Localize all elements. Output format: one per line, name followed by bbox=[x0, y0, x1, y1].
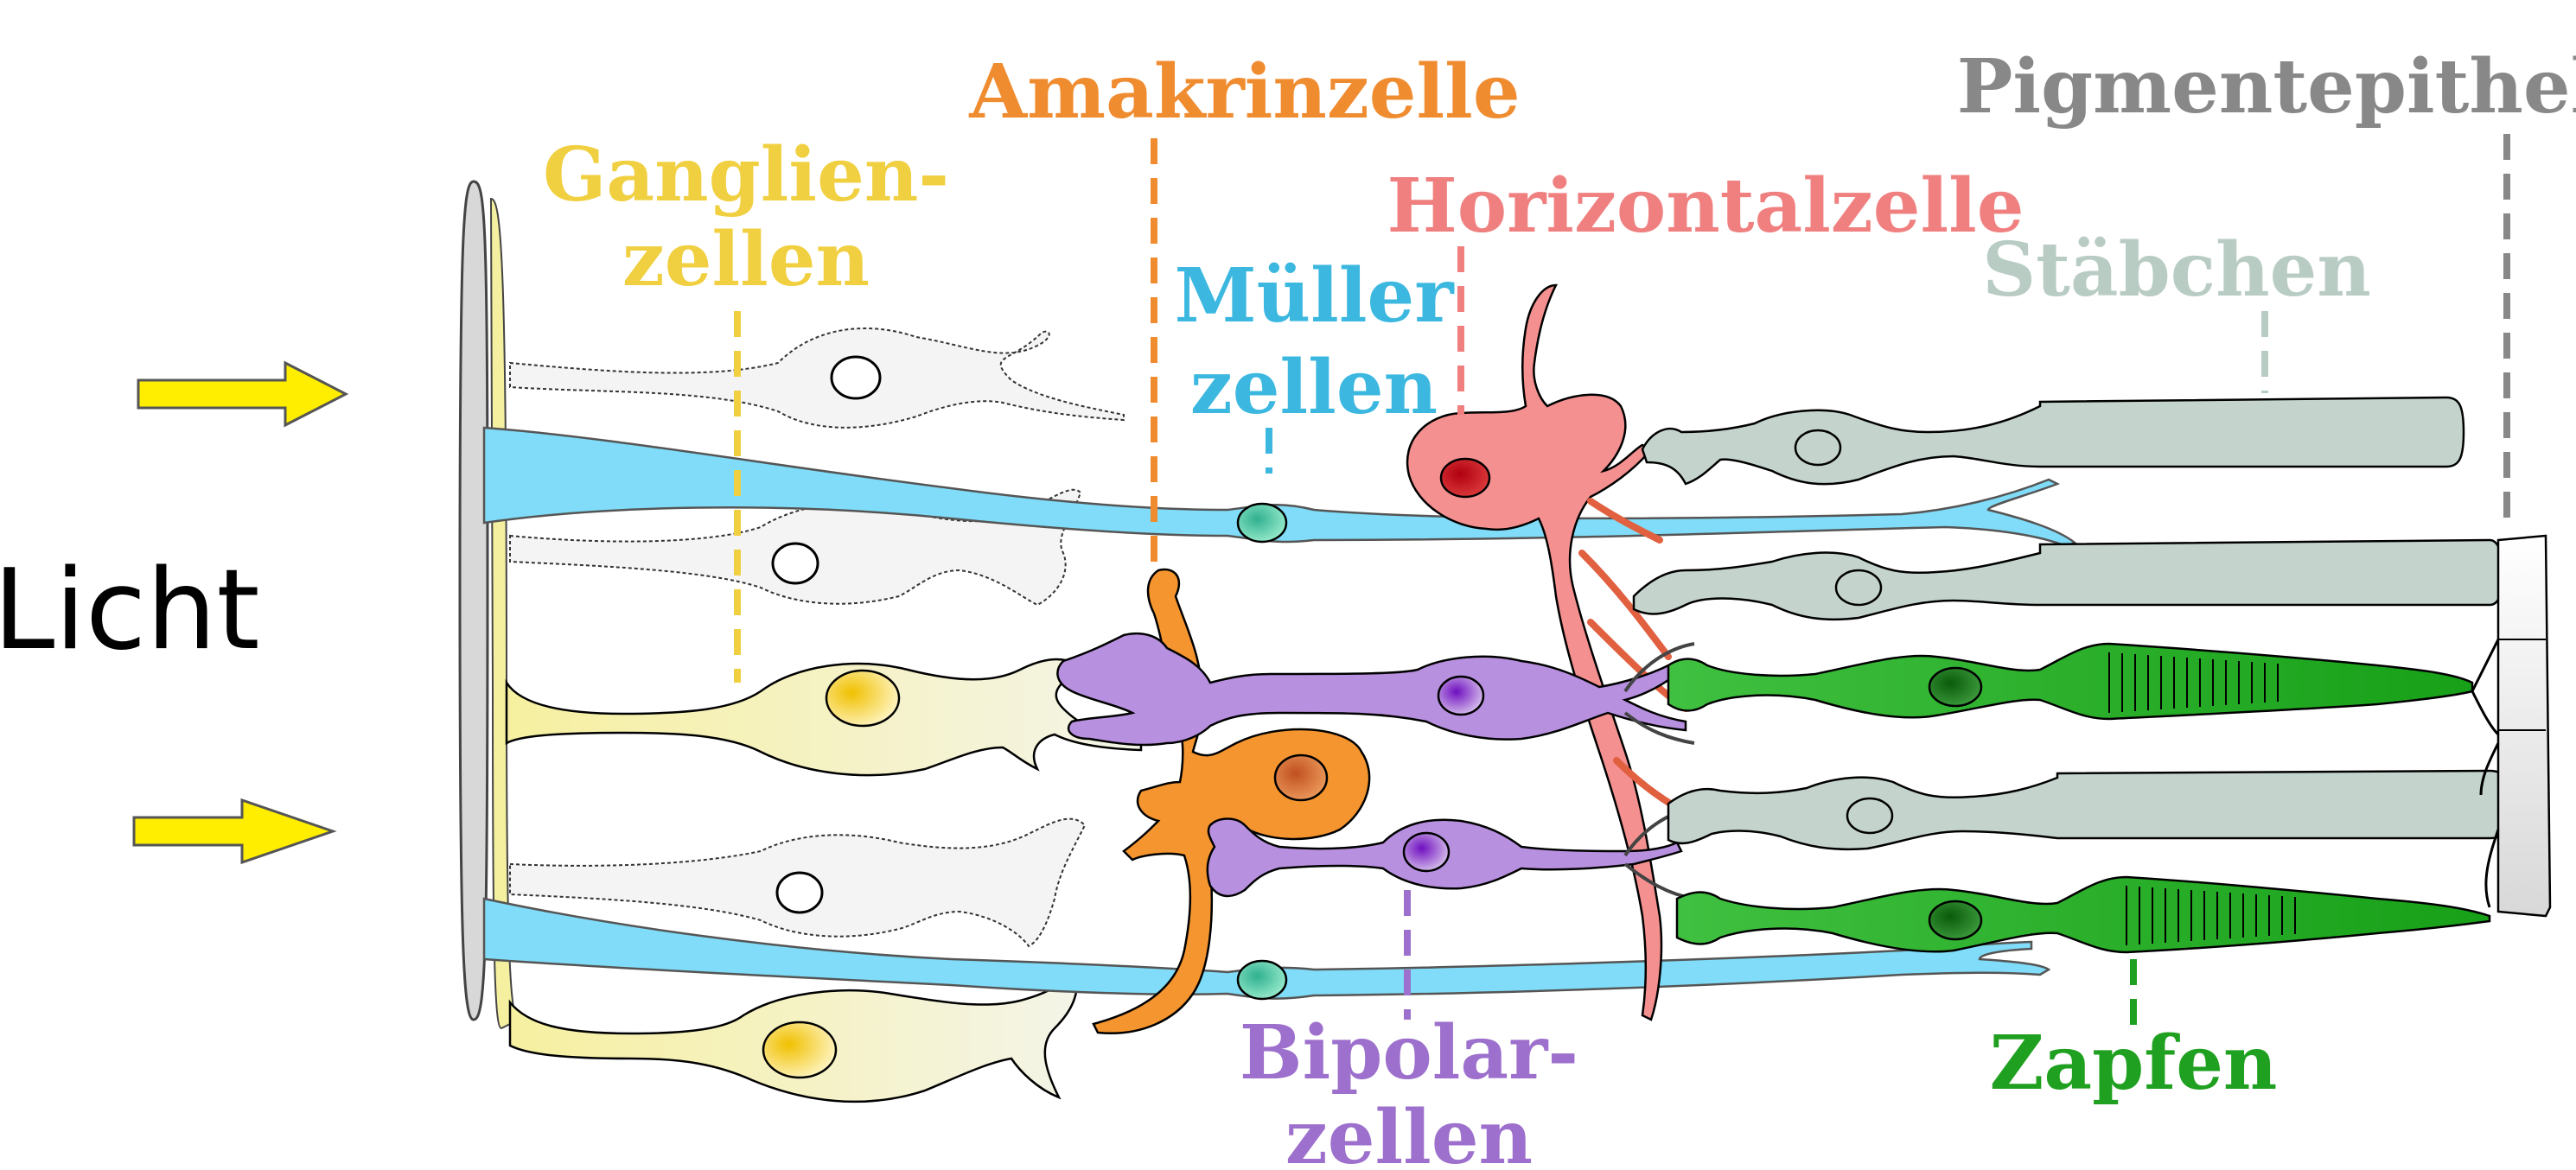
label-pigment: Pigmentepithel bbox=[1957, 43, 2576, 130]
label-licht: Licht bbox=[0, 546, 260, 675]
rod-2-nucleus bbox=[1834, 569, 1883, 607]
label-staebchen: Stäbchen bbox=[1982, 226, 2371, 314]
label-bipolar-line1: Bipolar- bbox=[1240, 1009, 1578, 1097]
label-ganglien-line2: zellen bbox=[622, 216, 870, 303]
mueller-cell-lower-nucleus bbox=[1236, 959, 1288, 1001]
label-mueller-line2: zellen bbox=[1190, 344, 1438, 431]
labels: Licht Ganglien- zellen Amakrinzelle Müll… bbox=[0, 43, 2576, 1170]
mueller-cell-upper-nucleus bbox=[1236, 502, 1288, 544]
ganglion-cell-1 bbox=[509, 327, 1125, 429]
label-zapfen: Zapfen bbox=[1990, 1020, 2278, 1107]
rod-1 bbox=[1641, 396, 2465, 486]
label-bipolar-line2: zellen bbox=[1285, 1094, 1533, 1170]
ganglion-cell-1-nucleus bbox=[830, 355, 882, 400]
horizontal-cell-dendrites bbox=[1578, 498, 1689, 816]
rods bbox=[1632, 396, 2513, 851]
pigment-epithelium bbox=[2471, 534, 2552, 918]
rod-3 bbox=[1667, 769, 2513, 851]
label-horizontal: Horizontalzelle bbox=[1387, 162, 2024, 250]
rod-2 bbox=[1632, 538, 2504, 621]
horizontal-cell-nucleus bbox=[1439, 457, 1491, 499]
rod-1-nucleus bbox=[1794, 429, 1842, 467]
inner-limiting-membrane bbox=[458, 180, 520, 1030]
label-mueller-line1: Müller bbox=[1174, 252, 1455, 340]
rod-3-nucleus bbox=[1846, 797, 1894, 835]
cones bbox=[1667, 642, 2491, 954]
cone-lower-discs bbox=[2126, 886, 2296, 945]
bipolar-dendrites-upper bbox=[1623, 642, 1695, 745]
light-arrow-upper bbox=[137, 360, 349, 428]
bipolar-cell-upper-nucleus bbox=[1437, 675, 1485, 716]
horizontal-cell bbox=[1406, 283, 1689, 1021]
cone-upper-discs bbox=[2108, 652, 2279, 713]
ganglion-cell-yellow-2-nucleus bbox=[762, 1021, 838, 1079]
cone-lower bbox=[1675, 875, 2491, 954]
ganglion-cell-yellow-1-nucleus bbox=[825, 669, 901, 728]
ganglion-cell-yellow-1 bbox=[505, 658, 1143, 777]
ganglion-cell-2-nucleus bbox=[771, 542, 819, 585]
light-arrow-lower bbox=[132, 798, 337, 865]
ganglion-cells-faint bbox=[509, 327, 1125, 948]
cone-lower-nucleus bbox=[1928, 900, 1983, 941]
cone-upper bbox=[1667, 642, 2474, 721]
label-amakrin: Amakrinzelle bbox=[968, 48, 1520, 136]
light-arrows bbox=[132, 360, 349, 865]
amacrine-cell bbox=[1092, 568, 1371, 1034]
bipolar-cell-lower-nucleus bbox=[1402, 831, 1451, 873]
leader-lines bbox=[734, 134, 2510, 1035]
ganglion-cell-3-nucleus bbox=[775, 871, 824, 914]
cone-upper-nucleus bbox=[1928, 666, 1983, 708]
amacrine-cell-nucleus bbox=[1273, 754, 1329, 802]
bipolar-cell-upper bbox=[1056, 632, 1687, 747]
label-ganglien-line1: Ganglien- bbox=[543, 131, 949, 219]
